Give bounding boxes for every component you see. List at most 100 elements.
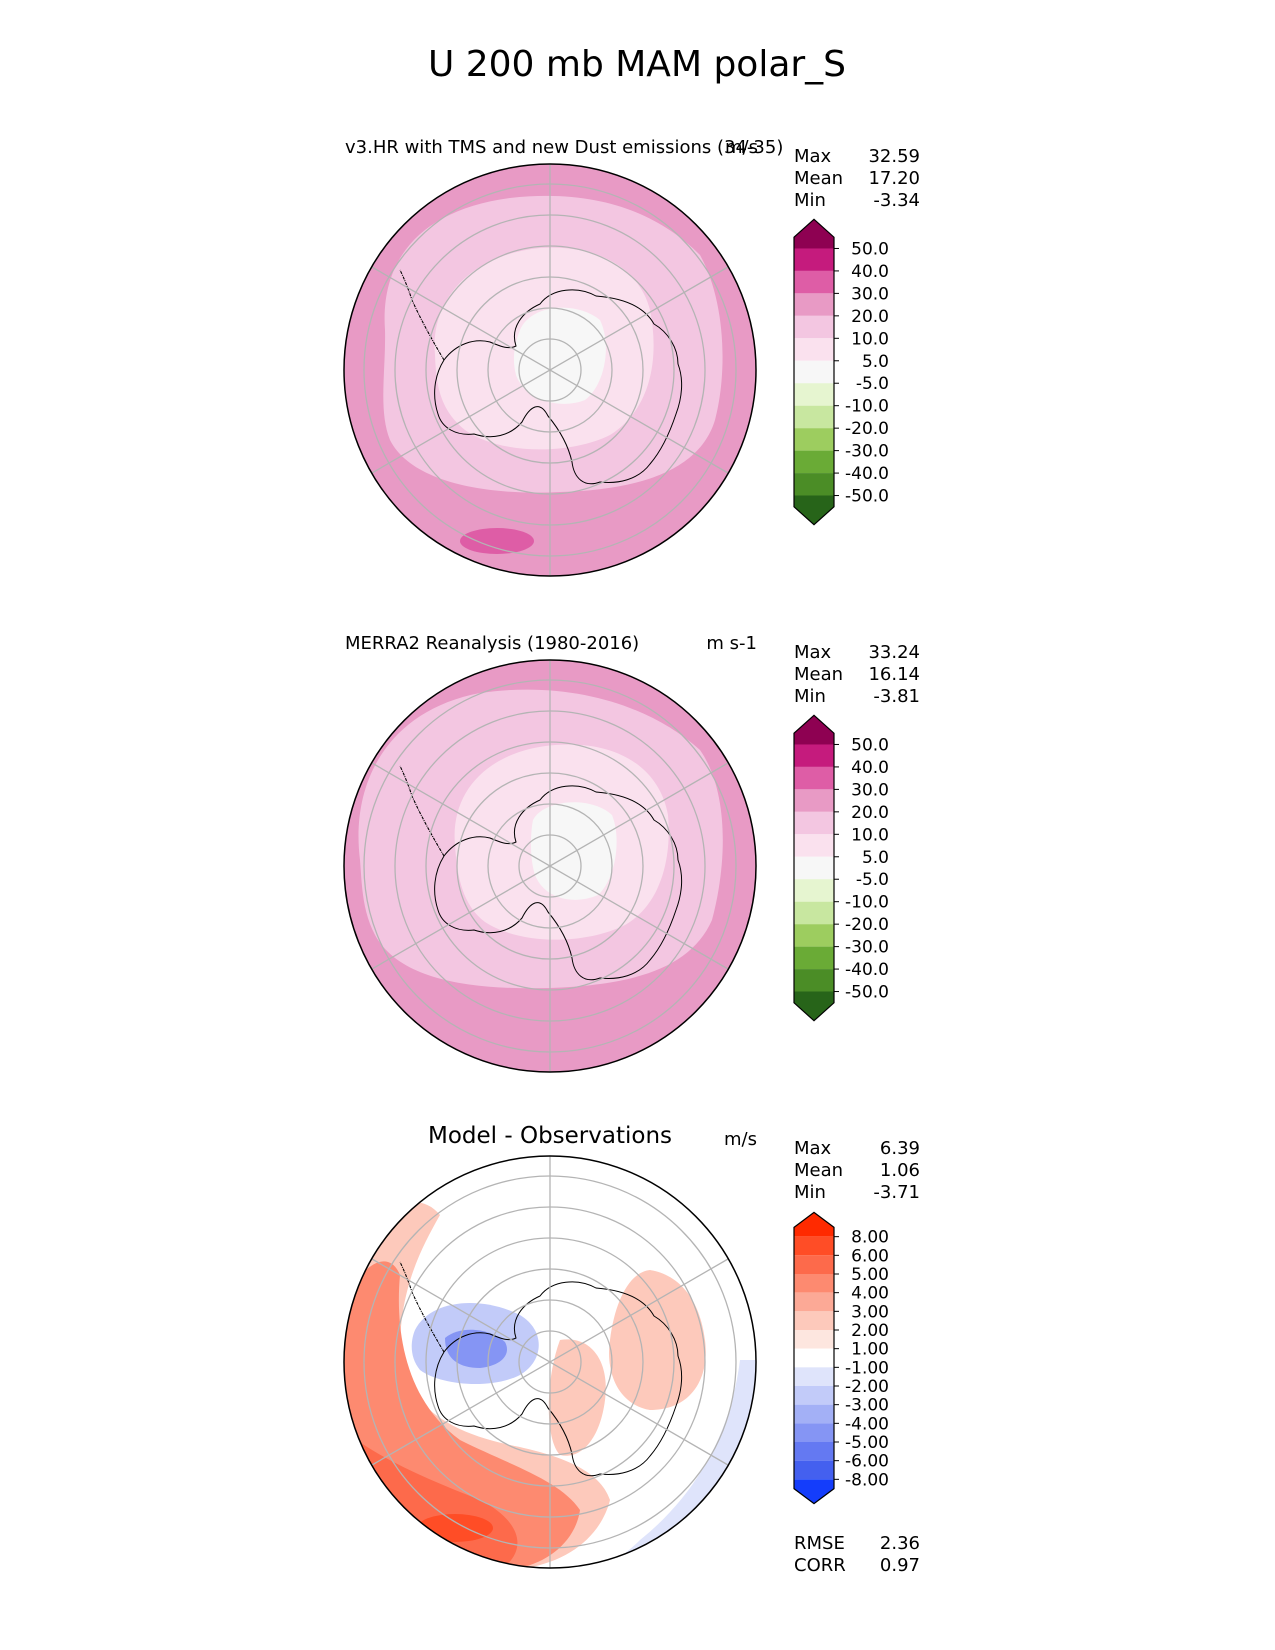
colorbar-outline (793, 1211, 835, 1505)
colorbar-swatch (794, 811, 834, 835)
stat-value-min: -3.81 (873, 686, 920, 707)
panel-units: m s-1 (706, 633, 757, 654)
panel-difference: Model - Observations m/s Max 6.39 Mean 1… (343, 1123, 920, 1576)
colorbar-swatch (794, 879, 834, 902)
colorbar-tick-label: -1.00 (845, 1358, 889, 1378)
stat-value-mean: 1.06 (880, 1160, 920, 1181)
colorbar-swatch (794, 338, 834, 361)
graticule (363, 164, 737, 576)
colorbar-swatch (794, 969, 834, 992)
colorbar-swatch (794, 1255, 834, 1274)
colorbar-swatch (794, 1460, 834, 1480)
colorbar: 50.0 40.030.0 20.010.0 5.0-5.0 -10.0-20.0 -30… (793, 714, 889, 1022)
band-negative-weddell-core (445, 1329, 508, 1368)
colorbar-tick-label: 6.00 (851, 1246, 889, 1266)
colorbar-swatch (794, 834, 834, 857)
colorbar-swatch (794, 383, 834, 406)
band-high-speed-patch (460, 528, 534, 554)
colorbar-swatch (794, 315, 834, 339)
colorbar-swatch (794, 1292, 834, 1312)
colorbar-tick-label: 8.00 (851, 1228, 889, 1248)
colorbar-tick-label: 50.0 (851, 735, 889, 755)
colorbar-tick-label: 5.00 (851, 1265, 889, 1285)
graticule (363, 1156, 737, 1568)
colorbar-tick-label: -10.0 (845, 893, 889, 913)
stat-label-mean: Mean (794, 1160, 843, 1181)
band-positive-central (548, 1339, 606, 1456)
colorbar-tick-label: 20.0 (851, 803, 889, 823)
colorbar-tick-label: -40.0 (845, 464, 889, 484)
colorbar-tick-label: 40.0 (851, 262, 889, 282)
stats-block: Max 6.39 Mean 1.06 Min -3.71 (794, 1138, 920, 1203)
stat-label-rmse: RMSE (794, 1533, 845, 1554)
figure-title: U 200 mb MAM polar_S (428, 44, 846, 85)
stat-label-min: Min (794, 1182, 826, 1203)
stat-value-mean: 16.14 (868, 664, 920, 685)
colorbar-tick-label: -5.0 (856, 870, 889, 890)
colorbar-tick-label: 40.0 (851, 758, 889, 778)
colorbar-swatch (794, 293, 834, 316)
colorbar-tick-label: 50.0 (851, 239, 889, 259)
colorbar-swatch (794, 473, 834, 496)
colorbar-swatch (794, 766, 834, 790)
stat-label-min: Min (794, 190, 826, 211)
colorbar-swatch (794, 1311, 834, 1330)
stats-block: Max 33.24 Mean 16.14 Min -3.81 (794, 642, 920, 707)
stat-value-min: -3.34 (873, 190, 920, 211)
colorbar-tick-label: -50.0 (845, 487, 889, 507)
colorbar-swatch (794, 901, 834, 925)
colorbar-tick-label: -5.00 (845, 1433, 889, 1453)
colorbar-swatch (794, 991, 834, 1021)
colorbar-swatch (794, 495, 834, 525)
colorbar-tick-label: -2.00 (845, 1377, 889, 1397)
band-core (513, 307, 606, 404)
stat-label-max: Max (794, 642, 832, 663)
colorbar-swatch (794, 1442, 834, 1461)
stat-label-mean: Mean (794, 664, 843, 685)
panel-model: v3.HR with TMS and new Dust emissions (3… (343, 137, 920, 577)
colorbar-tick-label: 30.0 (851, 780, 889, 800)
stat-value-min: -3.71 (873, 1182, 920, 1203)
colorbar-swatch (794, 1404, 834, 1424)
polar-map (344, 660, 756, 1072)
colorbar-tick-label: 5.0 (862, 848, 889, 868)
colorbar-tick-label: 30.0 (851, 284, 889, 304)
colorbar-swatch (794, 1479, 834, 1504)
colorbar: 8.006.005.004.003.002.001.00-1.00-2.00-3… (793, 1211, 889, 1505)
stat-label-corr: CORR (794, 1555, 846, 1576)
stat-value-mean: 17.20 (868, 168, 920, 189)
stat-label-mean: Mean (794, 168, 843, 189)
colorbar-tick-label: 10.0 (851, 825, 889, 845)
stat-label-max: Max (794, 1138, 832, 1159)
colorbar-tick-label: -20.0 (845, 915, 889, 935)
stat-value-max: 33.24 (868, 642, 920, 663)
colorbar-tick-label: 20.0 (851, 307, 889, 327)
colorbar-tick-label: 10.0 (851, 329, 889, 349)
colorbar-tick-label: 1.00 (851, 1340, 889, 1360)
colorbar-swatch (794, 219, 834, 249)
colorbar: 50.0 40.030.0 20.010.0 5.0-5.0 -10.0-20.0 -30… (793, 218, 889, 526)
colorbar-swatch (794, 1330, 834, 1349)
colorbar-tick-label: -30.0 (845, 442, 889, 462)
polar-map (344, 164, 756, 576)
stat-value-corr: 0.97 (880, 1555, 920, 1576)
colorbar-tick-label: -20.0 (845, 419, 889, 439)
stat-value-rmse: 2.36 (880, 1533, 920, 1554)
stat-label-min: Min (794, 686, 826, 707)
stat-label-max: Max (794, 146, 832, 167)
colorbar-tick-label: 2.00 (851, 1321, 889, 1341)
colorbar-outline (793, 714, 835, 1022)
colorbar-tick-label: -10.0 (845, 397, 889, 417)
colorbar-tick-label: -40.0 (845, 960, 889, 980)
map-border (343, 659, 757, 1073)
colorbar-tick-label: -8.00 (845, 1470, 889, 1490)
colorbar-swatch (794, 1348, 834, 1368)
colorbar-tick-label: -3.00 (845, 1396, 889, 1416)
colorbar-tick-label: 4.00 (851, 1284, 889, 1304)
stat-value-max: 6.39 (880, 1138, 920, 1159)
colorbar-swatch (794, 1423, 834, 1442)
colorbar-swatch (794, 428, 834, 451)
colorbar-swatch (794, 1212, 834, 1237)
colorbar-swatch (794, 1367, 834, 1386)
